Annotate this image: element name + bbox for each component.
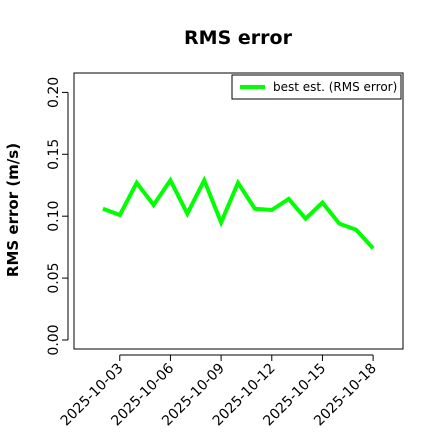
chart-title: RMS error bbox=[184, 27, 293, 49]
x-axis: 2025-10-032025-10-062025-10-092025-10-12… bbox=[58, 354, 380, 429]
y-tick-label: 0.15 bbox=[46, 139, 62, 170]
y-axis-label: RMS error (m/s) bbox=[4, 143, 22, 277]
legend: best est. (RMS error) bbox=[231, 74, 402, 100]
y-tick-label: 0.10 bbox=[46, 201, 62, 232]
y-tick-label: 0.20 bbox=[46, 77, 62, 108]
series-line bbox=[102, 175, 375, 250]
y-axis: 0.00 0.05 0.10 0.15 0.20 bbox=[46, 77, 69, 356]
legend-label: best est. (RMS error) bbox=[273, 80, 397, 94]
plot-area bbox=[73, 72, 404, 350]
y-tick-label: 0.00 bbox=[46, 324, 62, 355]
series-layer bbox=[102, 175, 375, 250]
y-tick-label: 0.05 bbox=[46, 263, 62, 294]
